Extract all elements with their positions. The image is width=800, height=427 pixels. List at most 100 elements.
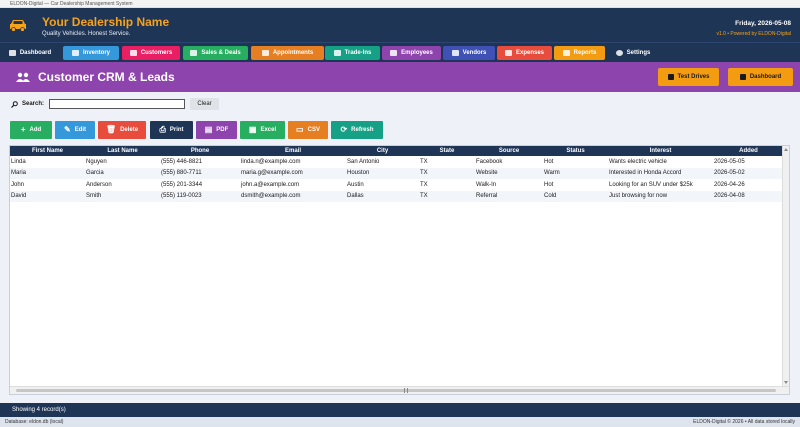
table-cell: linda.n@example.com — [241, 158, 301, 165]
table-row[interactable]: John Anderson (555) 201-3344 john.a@example… — [10, 179, 784, 191]
nav-reports[interactable]: Reports — [554, 46, 605, 60]
table-row[interactable]: David Smith (555) 119-0023 dsmith@example.c… — [10, 190, 784, 202]
nav-appointments[interactable]: Appointments — [251, 46, 324, 60]
dashboard-button[interactable]: Dashboard — [728, 68, 793, 86]
column-header[interactable]: Last Name — [85, 146, 160, 156]
table-cell: Nguyen — [86, 158, 107, 165]
pdf-button[interactable]: ▤ PDF — [196, 121, 237, 139]
scrollbar-grip-icon — [404, 388, 408, 393]
main-navbar: Dashboard Inventory Customers Sales & De… — [0, 42, 800, 62]
table-cell: Hot — [544, 158, 554, 165]
table-cell: 2026-04-26 — [714, 181, 745, 188]
table-cell: Referral — [475, 190, 543, 202]
scroll-up-icon[interactable] — [784, 148, 788, 151]
vertical-scrollbar[interactable] — [782, 146, 789, 386]
table-cell: Anderson — [86, 181, 112, 188]
employee-icon — [390, 50, 398, 56]
table-cell: TX — [420, 158, 428, 165]
refresh-icon: ⟳ — [340, 125, 348, 134]
nav-label: Vendors — [462, 50, 487, 56]
refresh-label: Refresh — [351, 127, 374, 133]
table-cell: Austin — [347, 181, 364, 188]
nav-label: Sales & Deals — [201, 50, 241, 56]
trash-icon: 🗑 — [105, 125, 117, 134]
folder-icon: ▭ — [296, 125, 304, 134]
nav-settings[interactable]: Settings — [610, 46, 656, 60]
delete-button[interactable]: 🗑 Delete — [98, 121, 146, 139]
excel-button[interactable]: ▦ Excel — [240, 121, 285, 139]
scroll-down-icon[interactable] — [784, 381, 788, 384]
nav-employees[interactable]: Employees — [382, 46, 441, 60]
truck-icon — [451, 50, 459, 56]
gear-icon — [615, 50, 623, 56]
header-version: v1.0 • Powered by ELDON-Digital — [716, 31, 791, 37]
plus-icon: + — [20, 125, 26, 134]
table-cell: (555) 201-3344 — [161, 181, 203, 188]
nav-label: Customers — [140, 50, 173, 56]
exchange-icon — [333, 50, 341, 56]
edit-label: Edit — [74, 127, 87, 133]
table-cell: 2026-05-02 — [713, 167, 784, 179]
table-cell: Hot — [544, 181, 554, 188]
column-header[interactable]: Interest — [608, 146, 713, 156]
table-cell: Garcia — [85, 167, 160, 179]
dashboard-icon — [8, 50, 16, 56]
calendar-icon — [261, 50, 269, 56]
table-cell: john.a@example.com — [241, 181, 300, 188]
table-cell: TX — [420, 181, 428, 188]
nav-expenses[interactable]: Expenses — [497, 46, 552, 60]
column-header[interactable]: First Name — [10, 146, 85, 156]
nav-dashboard[interactable]: Dashboard — [5, 46, 55, 60]
nav-trade-ins[interactable]: Trade-Ins — [325, 46, 380, 60]
table-cell: Walk-In — [476, 181, 497, 188]
scrollbar-thumb[interactable] — [16, 389, 776, 392]
money-icon — [504, 50, 512, 56]
nav-label: Reports — [573, 50, 597, 56]
nav-inventory[interactable]: Inventory — [63, 46, 119, 60]
nav-vendors[interactable]: Vendors — [443, 46, 495, 60]
add-button[interactable]: + Add — [10, 121, 52, 139]
table-cell: 2026-05-05 — [714, 158, 745, 165]
car-icon — [71, 50, 79, 56]
column-header[interactable]: Phone — [160, 146, 240, 156]
column-header[interactable]: Added — [713, 146, 784, 156]
clear-button[interactable]: Clear — [190, 98, 219, 110]
header-row: First Name Last Name Phone Email City State So… — [10, 146, 784, 156]
app-tagline: Quality Vehicles. Honest Service. — [42, 31, 131, 37]
table-cell: Dallas — [346, 190, 419, 202]
leads-table: First Name Last Name Phone Email City State So… — [10, 146, 784, 202]
table-cell: Houston — [346, 167, 419, 179]
column-header[interactable]: Source — [475, 146, 543, 156]
table-cell: Linda — [11, 158, 26, 165]
nav-label: Appointments — [272, 50, 314, 56]
column-header[interactable]: State — [419, 146, 475, 156]
pencil-icon: ✎ — [63, 125, 71, 134]
refresh-button[interactable]: ⟳ Refresh — [331, 121, 383, 139]
csv-button[interactable]: ▭ CSV — [288, 121, 328, 139]
nav-customers[interactable]: Customers — [122, 46, 180, 60]
table-cell: 2026-04-08 — [713, 190, 784, 202]
report-icon — [562, 50, 570, 56]
column-header[interactable]: Email — [240, 146, 346, 156]
car-icon — [667, 74, 674, 80]
table-cell: San Antonio — [347, 158, 380, 165]
table-cell: TX — [419, 167, 475, 179]
table-cell: Warm — [543, 167, 608, 179]
delete-label: Delete — [120, 127, 139, 133]
table-row[interactable]: Maria Garcia (555) 880-7711 maria.g@example… — [10, 167, 784, 179]
search-input[interactable] — [49, 99, 185, 109]
table-cell: (555) 446-8821 — [161, 158, 203, 165]
column-header[interactable]: Status — [543, 146, 608, 156]
nav-label: Settings — [626, 50, 651, 56]
table-row[interactable]: Linda Nguyen (555) 446-8821 linda.n@example… — [10, 156, 784, 168]
nav-sales-deals[interactable]: Sales & Deals — [183, 46, 248, 60]
print-button[interactable]: ⎙ Print — [150, 121, 193, 139]
table-body: Linda Nguyen (555) 446-8821 linda.n@example… — [10, 156, 784, 202]
edit-button[interactable]: ✎ Edit — [55, 121, 95, 139]
column-header[interactable]: City — [346, 146, 419, 156]
users-icon — [129, 50, 137, 56]
test-drives-button[interactable]: Test Drives — [658, 68, 719, 86]
horizontal-scrollbar[interactable] — [10, 386, 789, 394]
table-cell: Looking for an SUV under $25k — [609, 181, 693, 188]
table-cell: Smith — [85, 190, 160, 202]
